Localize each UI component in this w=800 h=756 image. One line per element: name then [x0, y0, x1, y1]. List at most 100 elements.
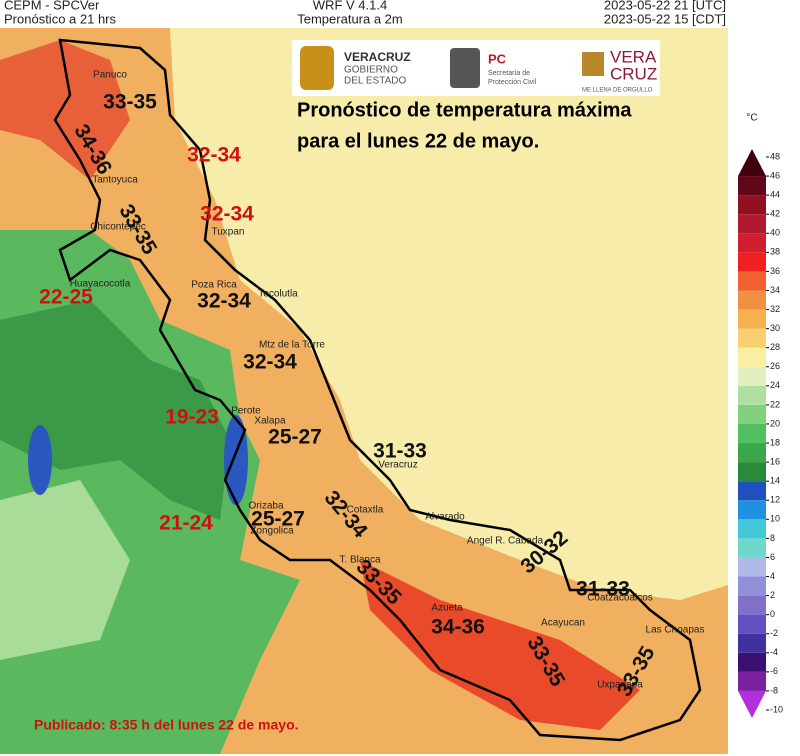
- colorbar-tick-label: -4: [770, 647, 778, 657]
- colorbar-tick-label: 48: [770, 151, 780, 161]
- place-label: Alvarado: [425, 512, 465, 523]
- colorbar-bin: [738, 328, 766, 348]
- temperature-range: 22-25: [39, 286, 93, 309]
- colorbar-tick-label: 38: [770, 247, 780, 257]
- place-label: Uxpanapa: [597, 680, 643, 691]
- colorbar-bin: [738, 481, 766, 501]
- place-label: Tecolutla: [258, 289, 298, 300]
- colorbar-bin: [738, 614, 766, 634]
- colorbar-bin: [738, 443, 766, 463]
- place-label: Huayacocotla: [70, 279, 131, 290]
- title: para el lunes 22 de mayo.: [297, 130, 539, 152]
- land-mild: [0, 480, 130, 660]
- colorbar-bin: [738, 462, 766, 482]
- colorbar-tick-label: 0: [770, 609, 775, 619]
- colorbar-bin: [738, 252, 766, 272]
- logo-text: VERA: [610, 47, 657, 66]
- colorbar-tick-label: 6: [770, 552, 775, 562]
- header-text: WRF V 4.1.4: [313, 0, 387, 12]
- place-label: Poza Rica: [191, 280, 237, 291]
- place-label: Tuxpan: [212, 227, 245, 238]
- colorbar-bin: [738, 404, 766, 424]
- place-label: T. Blanca: [339, 555, 381, 566]
- place-label: Mtz de la Torre: [259, 340, 325, 351]
- place-label: Tantoyuca: [92, 175, 138, 186]
- temperature-range: 32-34: [200, 203, 254, 226]
- logo-text: Protección Civil: [488, 79, 537, 86]
- logo-text: CRUZ: [610, 64, 657, 83]
- colorbar-bin: [738, 576, 766, 596]
- colorbar-bin: [738, 214, 766, 234]
- place-label: Orizaba: [248, 501, 283, 512]
- colorbar-tick-label: 18: [770, 437, 780, 447]
- land-hot-south: [360, 560, 640, 730]
- logo-text: PC: [488, 51, 507, 66]
- colorbar-tick-label: 20: [770, 418, 780, 428]
- colorbar-bin: [738, 690, 766, 718]
- colorbar-tick-label: -8: [770, 685, 778, 695]
- header-text: Pronóstico a 21 hrs: [4, 11, 117, 26]
- temperature-range: 21-24: [159, 512, 213, 535]
- place-label: Veracruz: [378, 460, 417, 471]
- temperature-range: 31-33: [576, 578, 630, 601]
- temperature-range: 33-35: [103, 91, 157, 114]
- place-label: Angel R. Cabada: [467, 536, 544, 547]
- colorbar-bin: [738, 366, 766, 386]
- temperature-range: 34-36: [431, 616, 485, 639]
- logo-text: DEL ESTADO: [344, 76, 406, 87]
- place-label: Xalapa: [254, 416, 286, 427]
- land-hot: [0, 40, 130, 180]
- place-label: Las Choapas: [646, 625, 705, 636]
- title: Pronóstico de temperatura máxima: [297, 99, 632, 121]
- colorbar-tick-label: 4: [770, 571, 775, 581]
- temperature-range: 32-34: [187, 144, 241, 167]
- place-label: Chicontepec: [90, 222, 146, 233]
- colorbar-tick-label: -2: [770, 628, 778, 638]
- colorbar-bin: [738, 519, 766, 539]
- place-label: Zongolica: [250, 526, 294, 537]
- colorbar-tick-label: 36: [770, 266, 780, 276]
- colorbar-tick-label: 40: [770, 228, 780, 238]
- colorbar-tick-label: 22: [770, 399, 780, 409]
- colorbar-bin: [738, 271, 766, 291]
- colorbar-bin: [738, 557, 766, 577]
- logo-text: Secretaría de: [488, 70, 530, 77]
- colorbar-bin: [738, 309, 766, 329]
- place-label: Cotaxtla: [347, 505, 384, 516]
- colorbar-bin: [738, 176, 766, 196]
- colorbar-bin: [738, 652, 766, 672]
- colorbar-tick-label: 34: [770, 285, 780, 295]
- logo-pc: [450, 48, 480, 88]
- temperature-range: 32-34: [243, 351, 297, 374]
- place-label: Coatzacoalcos: [587, 593, 653, 604]
- header-text: Temperatura a 2m: [297, 11, 403, 26]
- place-label: Panuco: [93, 70, 127, 81]
- colorbar-tick-label: 2: [770, 590, 775, 600]
- land-dark-green: [0, 300, 230, 520]
- colorbar-bin: [738, 347, 766, 367]
- logo-brand-mark: [582, 52, 604, 76]
- colorbar-tick-label: 44: [770, 190, 780, 200]
- logo-shield: [300, 46, 334, 90]
- colorbar-tick-label: -10: [770, 704, 783, 714]
- temperature-range: 32-34: [197, 290, 251, 313]
- colorbar-bin: [738, 500, 766, 520]
- colorbar-unit: °C: [746, 113, 757, 124]
- place-label: Azueta: [431, 603, 463, 614]
- temperature-range: 31-33: [373, 440, 427, 463]
- colorbar-tick-label: 14: [770, 476, 780, 486]
- colorbar-bin: [738, 595, 766, 615]
- colorbar-tick-label: 16: [770, 456, 780, 466]
- colorbar-bin: [738, 671, 766, 691]
- colorbar-tick-label: -6: [770, 666, 778, 676]
- colorbar-tick-label: 46: [770, 170, 780, 180]
- temperature-range: 25-27: [251, 508, 305, 531]
- cold-spot: [28, 425, 52, 495]
- colorbar-bin: [738, 149, 766, 177]
- logo-text: ME LLENA DE ORGULLO: [582, 88, 653, 94]
- temperature-range: 19-23: [165, 406, 219, 429]
- place-label: Perote: [231, 406, 261, 417]
- colorbar-bin: [738, 195, 766, 215]
- colorbar-tick-label: 8: [770, 533, 775, 543]
